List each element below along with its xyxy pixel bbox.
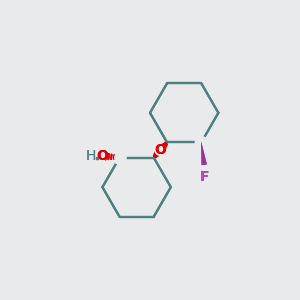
Text: O: O bbox=[154, 143, 166, 157]
Circle shape bbox=[195, 136, 207, 148]
Polygon shape bbox=[201, 142, 207, 165]
Text: F: F bbox=[200, 170, 209, 184]
Text: H: H bbox=[85, 149, 96, 163]
Text: H: H bbox=[85, 149, 96, 163]
Circle shape bbox=[97, 151, 106, 161]
Circle shape bbox=[115, 153, 124, 162]
Text: F: F bbox=[200, 170, 209, 184]
Text: O: O bbox=[154, 143, 166, 157]
Polygon shape bbox=[201, 142, 207, 165]
Circle shape bbox=[154, 143, 167, 157]
Circle shape bbox=[155, 145, 166, 155]
Text: O: O bbox=[96, 149, 108, 163]
Circle shape bbox=[113, 151, 126, 164]
Text: O: O bbox=[96, 149, 108, 163]
